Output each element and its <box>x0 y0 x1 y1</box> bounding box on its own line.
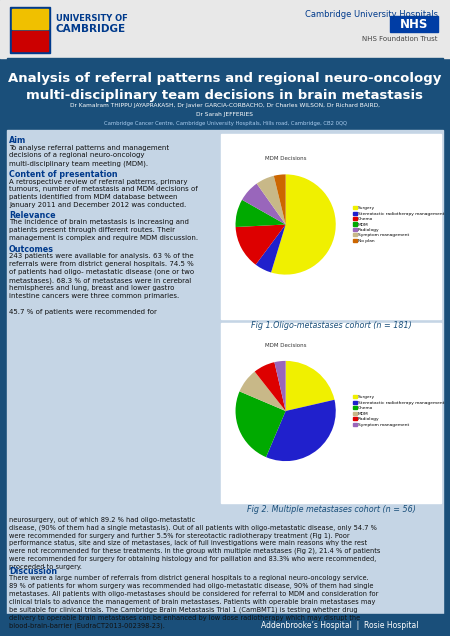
Text: multi-disciplinary team decisions in brain metastasis: multi-disciplinary team decisions in bra… <box>27 89 423 102</box>
Text: NHS: NHS <box>400 18 428 31</box>
Title: MDM Decisions: MDM Decisions <box>265 343 306 348</box>
Text: Cambridge Cancer Centre, Cambridge University Hospitals, Hills road, Cambridge, : Cambridge Cancer Centre, Cambridge Unive… <box>104 121 346 126</box>
Bar <box>10 7 50 53</box>
Text: UNIVERSITY OF: UNIVERSITY OF <box>56 14 128 23</box>
Wedge shape <box>255 362 286 411</box>
Bar <box>7 130 443 614</box>
Text: There were a large number of referrals from district general hospitals to a regi: There were a large number of referrals f… <box>9 576 378 629</box>
Bar <box>12 9 48 29</box>
Text: Aim: Aim <box>9 136 26 145</box>
Legend: Surgery, Stereotactic radiotherapy management, Chemo, MDM, Radiology, Symptom ma: Surgery, Stereotactic radiotherapy manag… <box>353 206 444 243</box>
Text: Discussion: Discussion <box>9 567 57 576</box>
Text: neurosurgery, out of which 89.2 % had oligo-metastatic
disease, (90% of them had: neurosurgery, out of which 89.2 % had ol… <box>9 517 380 569</box>
Wedge shape <box>256 176 286 225</box>
Text: Cambridge University Hospitals: Cambridge University Hospitals <box>305 10 438 19</box>
Text: Dr Sarah JEFFERIES: Dr Sarah JEFFERIES <box>197 112 253 117</box>
Wedge shape <box>266 400 336 461</box>
Text: Dr Kamalram THIPPU JAYAPRAKASH, Dr Javier GARCIA-CORBACHO, Dr Charles WILSON, Dr: Dr Kamalram THIPPU JAYAPRAKASH, Dr Javie… <box>70 103 380 108</box>
Bar <box>221 323 441 503</box>
Text: Content of presentation: Content of presentation <box>9 170 117 179</box>
Wedge shape <box>239 371 286 411</box>
Text: A retrospective review of referral patterns, primary
tumours, number of metastas: A retrospective review of referral patte… <box>9 179 198 208</box>
Wedge shape <box>256 225 286 272</box>
Wedge shape <box>271 174 336 275</box>
Wedge shape <box>286 361 334 411</box>
Bar <box>7 58 443 130</box>
Text: Outcomes: Outcomes <box>9 245 54 254</box>
Wedge shape <box>235 391 286 457</box>
Text: Analysis of referral patterns and regional neuro-oncology: Analysis of referral patterns and region… <box>8 72 442 85</box>
Text: Relevance: Relevance <box>9 211 56 219</box>
Bar <box>12 31 48 51</box>
Wedge shape <box>236 225 286 265</box>
Bar <box>0 614 450 636</box>
Bar <box>390 16 438 32</box>
Text: NHS Foundation Trust: NHS Foundation Trust <box>363 36 438 42</box>
Legend: Surgery, Stereotactic radiotherapy management, Chemo, MDM, Radiology, Symptom ma: Surgery, Stereotactic radiotherapy manag… <box>353 396 444 427</box>
Wedge shape <box>274 361 286 411</box>
Text: Fig 1.Oligo-metastases cohort (n = 181): Fig 1.Oligo-metastases cohort (n = 181) <box>251 321 411 330</box>
Text: To analyse referral patterns and management
decisions of a regional neuro-oncolo: To analyse referral patterns and managem… <box>9 145 169 167</box>
Wedge shape <box>274 174 286 225</box>
Text: Addenbrooke’s Hospital  |  Rosie Hospital: Addenbrooke’s Hospital | Rosie Hospital <box>261 621 419 630</box>
Text: CAMBRIDGE: CAMBRIDGE <box>56 24 126 34</box>
Wedge shape <box>235 200 286 227</box>
Title: MDM Decisions: MDM Decisions <box>265 156 306 162</box>
Wedge shape <box>242 184 286 225</box>
Text: 243 patients were available for analysis. 63 % of the
referrals were from distri: 243 patients were available for analysis… <box>9 253 194 315</box>
Bar <box>0 0 450 58</box>
Bar <box>221 134 441 319</box>
Text: The incidence of brain metastasis is increasing and
patients present through dif: The incidence of brain metastasis is inc… <box>9 219 198 241</box>
Text: Fig 2. Multiple metastases cohort (n = 56): Fig 2. Multiple metastases cohort (n = 5… <box>247 505 415 514</box>
